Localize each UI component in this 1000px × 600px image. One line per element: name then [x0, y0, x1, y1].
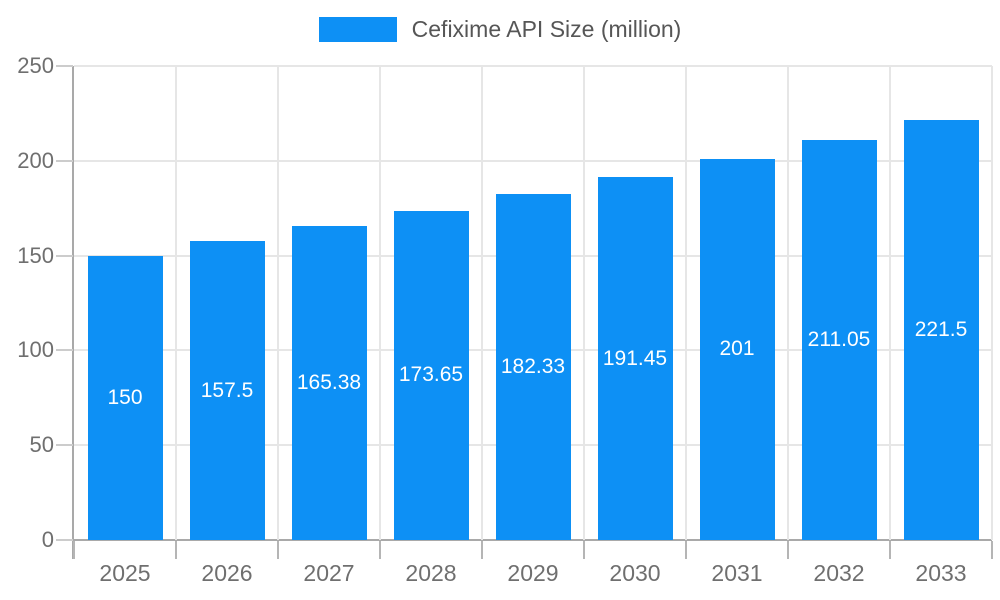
- plot-area: 150 157.5 165.38 173.65 182.33 191.45 201 211.0…: [74, 65, 993, 540]
- bar-value-label: 201: [719, 337, 755, 361]
- x-tick: [889, 541, 891, 559]
- y-tick-label: 250: [17, 53, 54, 78]
- y-tick-label: 100: [17, 337, 54, 363]
- x-tick: [991, 541, 993, 559]
- bar: 165.38: [291, 226, 367, 540]
- x-tick-label: 2033: [915, 560, 967, 586]
- bar-value-label: 157.5: [200, 378, 254, 402]
- x-gridline: [583, 66, 585, 540]
- x-tick-label: 2026: [201, 560, 253, 586]
- y-tick-label: 200: [17, 147, 54, 173]
- bar-value-label: 191.45: [602, 346, 668, 370]
- y-gridline: [74, 65, 992, 67]
- x-tick: [583, 541, 585, 559]
- legend-label: Cefixime API Size (million): [411, 16, 682, 42]
- bar-value-label: 150: [107, 385, 143, 409]
- y-tick: [56, 539, 73, 541]
- x-gridline: [379, 66, 381, 540]
- x-gridline: [481, 66, 483, 540]
- bar: 221.5: [903, 120, 979, 540]
- bar: 201: [699, 158, 775, 540]
- x-gridline: [787, 66, 789, 540]
- x-tick-label: 2030: [609, 560, 661, 586]
- y-tick-label: 0: [41, 527, 54, 552]
- y-tick: [56, 349, 73, 352]
- bar-value-label: 221.5: [914, 318, 968, 342]
- bar: 150: [87, 255, 163, 540]
- x-tick-label: 2029: [507, 560, 559, 586]
- y-tick-label: 150: [17, 242, 54, 268]
- y-tick: [56, 65, 73, 67]
- x-gridline: [277, 66, 279, 540]
- x-tick: [685, 541, 687, 559]
- bar-value-label: 211.05: [807, 327, 871, 351]
- x-tick-label: 2025: [99, 560, 151, 586]
- y-tick-label: 50: [29, 432, 54, 458]
- bar-value-label: 165.38: [296, 371, 362, 395]
- y-tick: [56, 444, 73, 447]
- chart-legend[interactable]: Cefixime API Size (million): [0, 16, 1000, 43]
- y-axis-line: [72, 66, 74, 559]
- x-tick: [379, 541, 381, 559]
- x-tick: [787, 541, 789, 559]
- y-tick: [56, 159, 73, 162]
- x-tick-label: 2028: [405, 560, 457, 586]
- x-tick: [481, 541, 483, 559]
- bar: 173.65: [393, 210, 469, 540]
- x-gridline: [889, 66, 891, 540]
- y-gridline: [74, 159, 992, 162]
- bar: 211.05: [801, 139, 877, 540]
- bar-value-label: 173.65: [398, 363, 464, 387]
- bar: 191.45: [597, 177, 673, 540]
- x-tick-label: 2031: [711, 560, 763, 586]
- x-tick-label: 2032: [813, 560, 865, 586]
- y-tick: [56, 254, 73, 257]
- x-tick-label: 2027: [303, 560, 355, 586]
- x-tick: [277, 541, 279, 559]
- bar: 157.5: [189, 241, 265, 540]
- legend-swatch-icon: [318, 17, 397, 42]
- x-axis-line: [74, 539, 992, 541]
- x-tick: [175, 541, 177, 559]
- x-gridline: [175, 66, 177, 540]
- x-gridline: [685, 66, 687, 540]
- x-gridline: [991, 66, 993, 540]
- x-tick: [73, 541, 75, 559]
- bar: 182.33: [495, 194, 571, 540]
- bar-value-label: 182.33: [500, 355, 566, 379]
